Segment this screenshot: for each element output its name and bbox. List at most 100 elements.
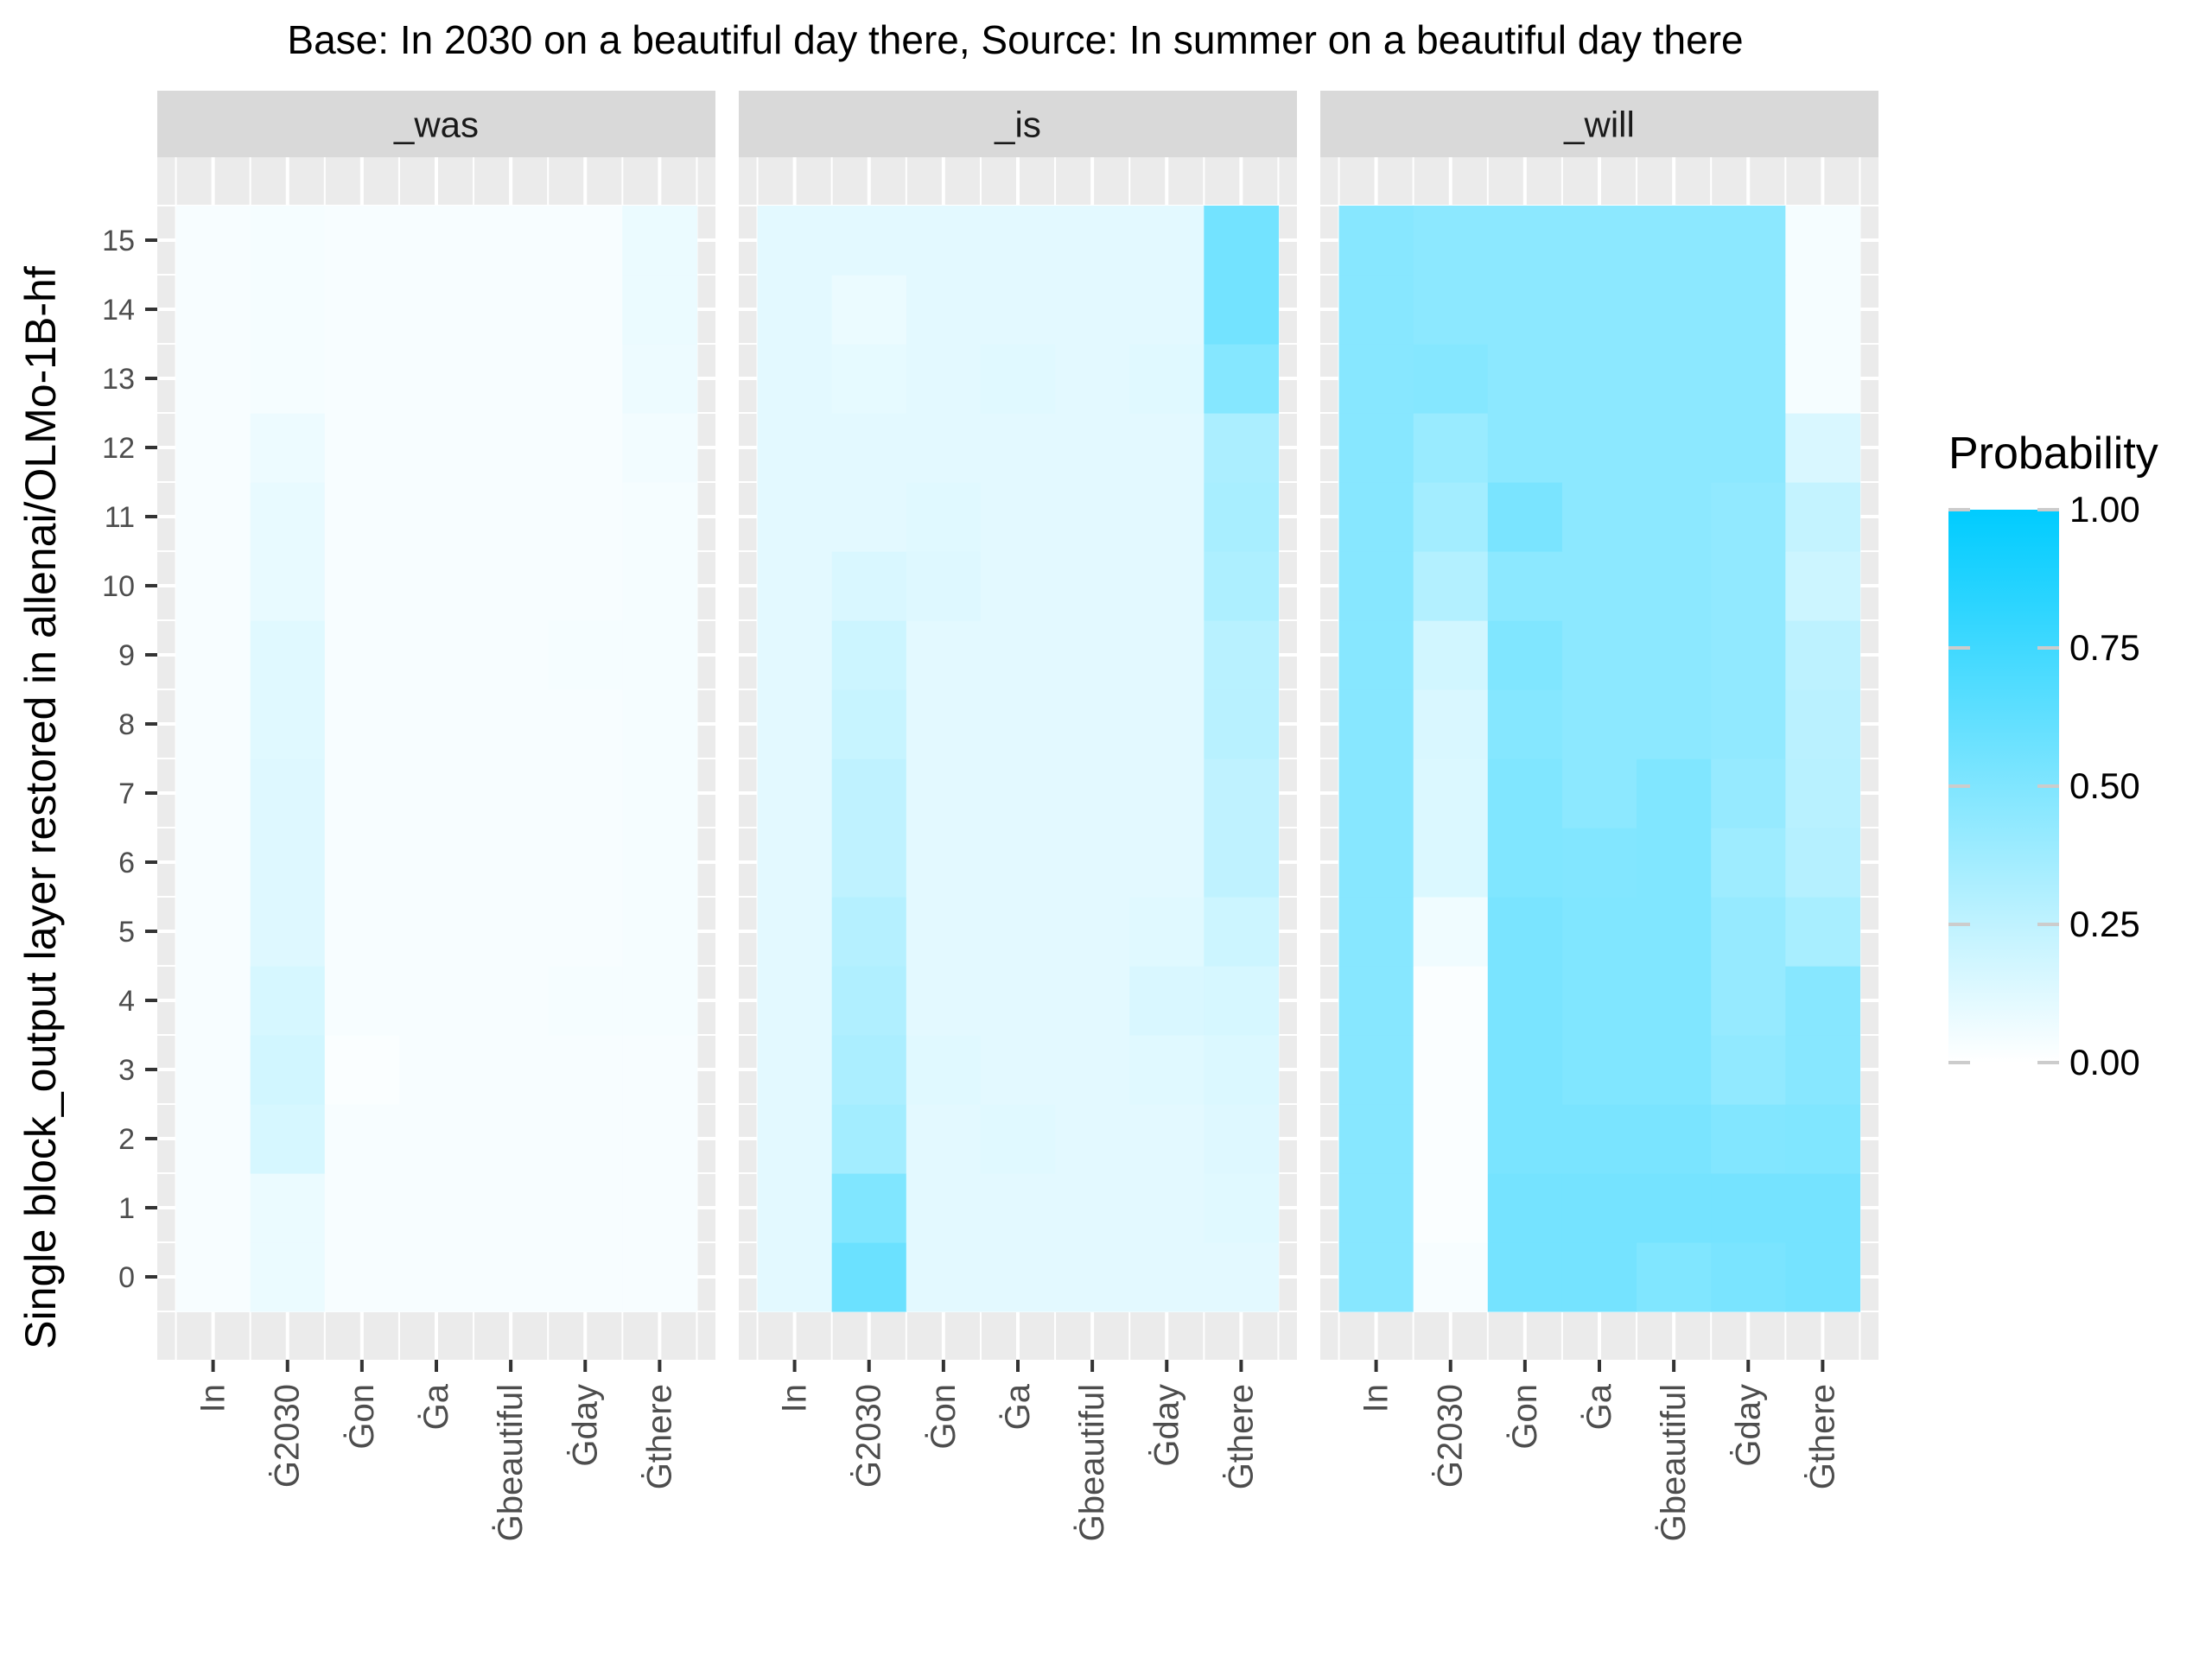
heatmap-cell [980, 897, 1056, 967]
heatmap-cell [250, 828, 326, 898]
heatmap-cell [1637, 966, 1712, 1036]
heatmap-cell [1129, 413, 1205, 483]
facet-strip [1320, 91, 1878, 157]
heatmap-cell [1637, 1173, 1712, 1243]
heatmap-cell [757, 897, 833, 967]
heatmap-cell [1413, 275, 1489, 345]
heatmap-cell [324, 482, 400, 552]
heatmap-cell [398, 275, 474, 345]
heatmap-cell [175, 1242, 251, 1312]
x-tick-label: Ġday [1147, 1384, 1185, 1467]
heatmap-cell [1129, 551, 1205, 621]
heatmap-cell [980, 344, 1056, 414]
heatmap-cell [324, 206, 400, 276]
heatmap-cell [980, 1242, 1056, 1312]
heatmap-cell [980, 966, 1056, 1036]
heatmap-cell [831, 344, 907, 414]
heatmap-cell [1637, 413, 1712, 483]
heatmap-cell [1561, 206, 1637, 276]
heatmap-cell [1413, 1104, 1489, 1174]
heatmap-cell [1338, 897, 1414, 967]
heatmap-cell [1711, 689, 1786, 759]
heatmap-cell [1204, 689, 1280, 759]
heatmap-cell [324, 966, 400, 1036]
heatmap-cell [250, 482, 326, 552]
x-tick-label: Ġbeautiful [1654, 1384, 1693, 1541]
heatmap-cell [622, 828, 698, 898]
heatmap-cell [906, 1173, 982, 1243]
heatmap-cell [1204, 413, 1280, 483]
heatmap-cell [1711, 1242, 1786, 1312]
heatmap-cell [622, 482, 698, 552]
y-tick-label: 7 [118, 778, 135, 810]
heatmap-cell [1055, 828, 1130, 898]
heatmap-cell [175, 759, 251, 828]
facet-strip [739, 91, 1297, 157]
x-tick-label: Ġbeautiful [491, 1384, 530, 1541]
heatmap-cell [1561, 1242, 1637, 1312]
heatmap-cell [548, 966, 623, 1036]
heatmap-cell [474, 1173, 549, 1243]
heatmap-cell [1561, 828, 1637, 898]
heatmap-cell [398, 206, 474, 276]
heatmap-cell [398, 689, 474, 759]
heatmap-cell [1129, 275, 1205, 345]
heatmap-cell [1204, 1173, 1280, 1243]
heatmap-cell [622, 344, 698, 414]
heatmap-cell [1785, 1242, 1861, 1312]
heatmap-cell [1413, 897, 1489, 967]
heatmap-cell [250, 275, 326, 345]
heatmap-cell [980, 689, 1056, 759]
heatmap-cell [1055, 1242, 1130, 1312]
heatmap-cell [1561, 551, 1637, 621]
heatmap-cell [1338, 828, 1414, 898]
x-tick-label: Ġ2030 [1431, 1384, 1470, 1488]
heatmap-cell [757, 759, 833, 828]
heatmap-cell [906, 966, 982, 1036]
heatmap-cell [906, 275, 982, 345]
heatmap-cell [1055, 1035, 1130, 1105]
y-axis-label: Single block_output layer restored in al… [16, 266, 65, 1349]
heatmap-cell [1413, 413, 1489, 483]
heatmap-cell [980, 759, 1056, 828]
heatmap-cell [1129, 828, 1205, 898]
heatmap-cell [474, 689, 549, 759]
heatmap-cell [1561, 759, 1637, 828]
heatmap-cell [474, 1035, 549, 1105]
heatmap-cell [474, 413, 549, 483]
heatmap-cell [906, 620, 982, 690]
heatmap-cell [622, 620, 698, 690]
heatmap-cell [548, 1104, 623, 1174]
heatmap-cell [1204, 759, 1280, 828]
heatmap-cell [906, 759, 982, 828]
heatmap-cell [1711, 620, 1786, 690]
heatmap-cell [1487, 828, 1563, 898]
heatmap-cell [1637, 759, 1712, 828]
heatmap-cell [175, 206, 251, 276]
heatmap-cell [1055, 1104, 1130, 1174]
heatmap-cell [906, 344, 982, 414]
heatmap-cell [1204, 620, 1280, 690]
heatmap-cell [1637, 1035, 1712, 1105]
heatmap-cell [324, 828, 400, 898]
heatmap-cell [1637, 689, 1712, 759]
heatmap-cell [250, 1242, 326, 1312]
heatmap-cell [831, 275, 907, 345]
heatmap-cell [250, 689, 326, 759]
heatmap-cell [175, 1173, 251, 1243]
x-tick-label: Ġa [1580, 1383, 1618, 1430]
heatmap-cell [1711, 966, 1786, 1036]
heatmap-cell [622, 1173, 698, 1243]
heatmap-cell [324, 1035, 400, 1105]
heatmap-cell [980, 620, 1056, 690]
heatmap-cell [757, 344, 833, 414]
heatmap-cell [398, 1035, 474, 1105]
heatmap-cell [622, 1242, 698, 1312]
heatmap-cell [1055, 482, 1130, 552]
heatmap-cell [175, 344, 251, 414]
chart-title: Base: In 2030 on a beautiful day there, … [287, 17, 1743, 62]
heatmap-cell [250, 206, 326, 276]
heatmap-cell [1637, 206, 1712, 276]
heatmap-cell [1711, 759, 1786, 828]
heatmap-cell [1561, 897, 1637, 967]
